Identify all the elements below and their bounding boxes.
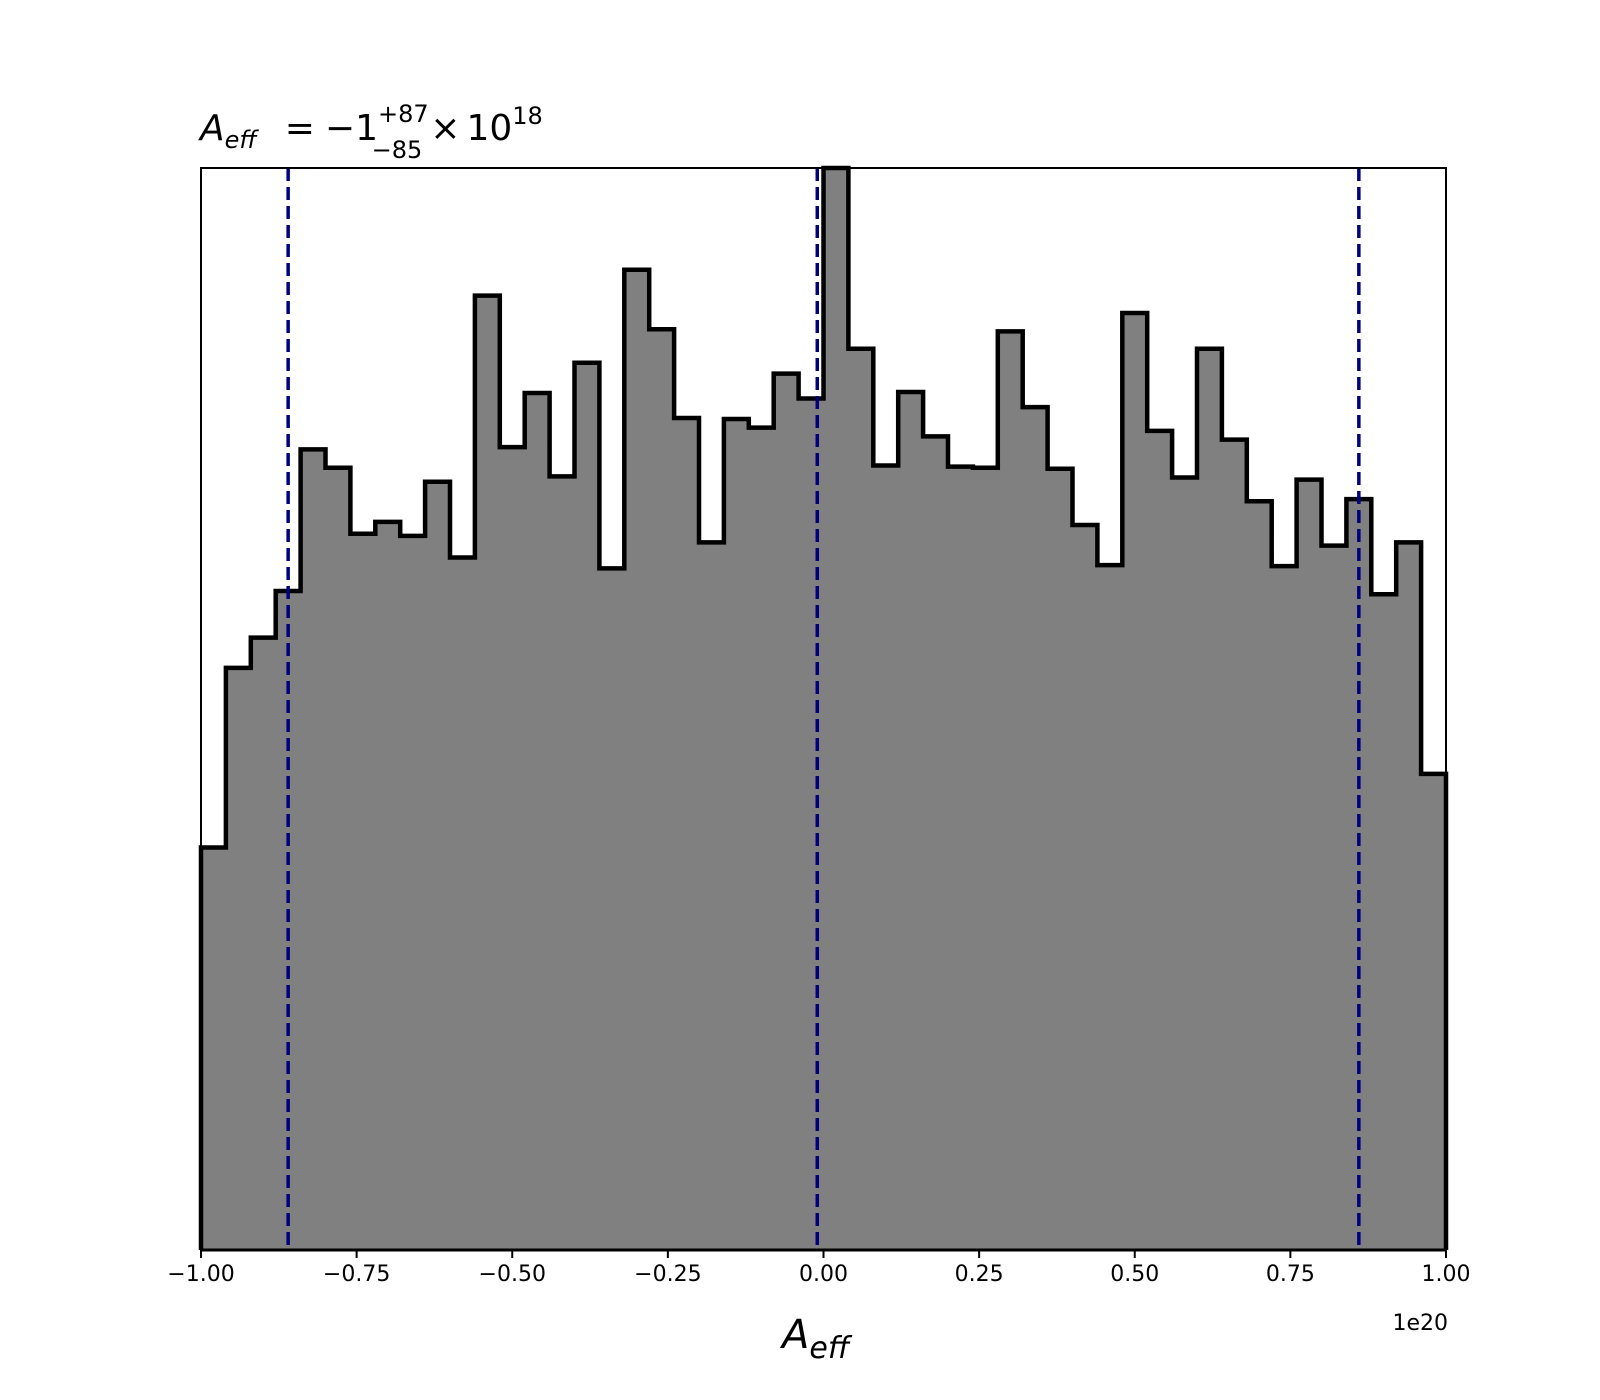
histogram-bar [225, 667, 252, 1250]
histogram-bar [1047, 468, 1074, 1250]
title-upper-error: +87 [378, 100, 429, 128]
x-tick-label: −0.50 [479, 1262, 546, 1287]
histogram-bar [773, 373, 800, 1251]
histogram-bar [549, 476, 576, 1250]
histogram-bar [474, 295, 501, 1250]
histogram-bar [1321, 545, 1347, 1250]
histogram-bar [375, 521, 401, 1250]
histogram-bar [699, 542, 725, 1250]
histogram-bar [1396, 542, 1422, 1250]
x-tick-label: −0.25 [634, 1262, 701, 1287]
histogram-bar [350, 533, 376, 1250]
x-tick-label: 0.00 [799, 1262, 848, 1287]
histogram-bar [898, 391, 924, 1250]
histogram-bar [300, 449, 327, 1250]
title-variable: A [198, 108, 225, 149]
histogram-bar [624, 269, 650, 1250]
histogram-bar [649, 329, 675, 1250]
histogram-bar [499, 447, 526, 1250]
histogram-bar [873, 465, 899, 1250]
histogram-bar [599, 568, 625, 1250]
histogram-bar [201, 847, 227, 1250]
text-labels: Aeff = −1+87 −85× 1018 Aeff 1e20 [198, 100, 1448, 1366]
histogram-bar [1421, 773, 1447, 1250]
histogram-bar [848, 348, 874, 1251]
x-tick-label: −0.75 [323, 1262, 390, 1287]
title-variable-sub: eff [225, 126, 260, 154]
histogram-bar [1197, 348, 1223, 1251]
x-tick-label: 0.25 [955, 1262, 1004, 1287]
chart-title: Aeff = −1+87 −85× 1018 [198, 100, 543, 164]
histogram-bar [997, 331, 1024, 1251]
histogram-bar [923, 436, 949, 1250]
histogram-bar [723, 419, 750, 1250]
histogram-bar [1172, 477, 1198, 1250]
histogram-bar [1072, 525, 1098, 1250]
x-axis-label-main: A [779, 1312, 809, 1358]
histogram-bar [1221, 439, 1248, 1250]
histogram-bar [574, 362, 600, 1250]
histogram-bar [325, 467, 351, 1250]
histogram-bar [450, 557, 476, 1250]
histogram-bar [1296, 479, 1323, 1251]
histogram-bar [1271, 566, 1298, 1250]
x-axis-label-sub: eff [809, 1331, 852, 1366]
histogram-bar [250, 637, 277, 1250]
histogram-bar [1122, 312, 1148, 1250]
histogram-bar [948, 466, 974, 1251]
histogram-bar [1022, 407, 1049, 1250]
histogram-bar [400, 535, 426, 1250]
title-times: × [430, 108, 460, 149]
histogram-bar [1371, 594, 1397, 1250]
histogram-bar [674, 417, 700, 1250]
histogram-bar [972, 467, 999, 1250]
histogram-bar [748, 427, 775, 1250]
x-tick-label: 0.50 [1110, 1262, 1159, 1287]
axes: −1.00 −0.75 −0.50 −0.25 0.00 0.25 0.50 0.75 1.00 [167, 167, 1471, 1287]
histogram-bar [425, 481, 451, 1250]
histogram-bar [823, 168, 849, 1250]
histogram-bar [798, 398, 825, 1250]
x-axis-label: Aeff [779, 1312, 853, 1366]
x-tick-label: 1.00 [1422, 1262, 1471, 1287]
x-tick-label: −1.00 [167, 1262, 234, 1287]
x-axis-scale-label: 1e20 [1392, 1311, 1448, 1336]
title-central-value: −1 [325, 108, 378, 149]
title-equals: = [285, 108, 315, 149]
histogram-bar [1246, 501, 1273, 1251]
title-lower-error: −85 [372, 136, 423, 164]
plot-area [198, 165, 1449, 1251]
title-base: 10 [466, 108, 512, 149]
histogram-bar [1097, 565, 1123, 1250]
title-exponent: 18 [512, 102, 543, 130]
x-tick-label: 0.75 [1266, 1262, 1315, 1287]
histogram-bar [524, 393, 551, 1250]
histogram-bar [1147, 430, 1173, 1250]
